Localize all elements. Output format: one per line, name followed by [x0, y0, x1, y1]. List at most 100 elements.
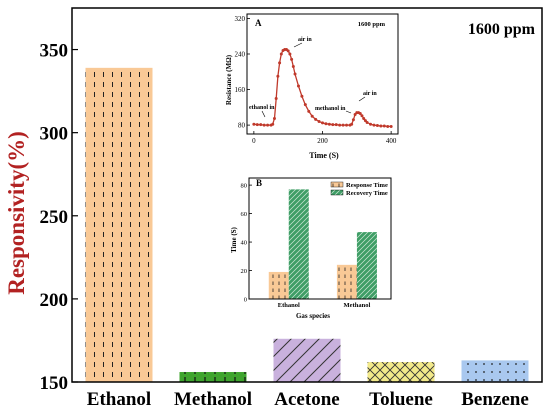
resistance-point: [324, 122, 328, 126]
resistance-point: [262, 123, 266, 127]
resistance-point: [321, 121, 324, 125]
resistance-point: [272, 116, 276, 120]
main-x-axis-labels: Ethanol Methanol Acetone Toluene Benzene: [87, 389, 529, 410]
legend-label-response: Response Time: [346, 182, 388, 189]
resistance-point: [291, 64, 295, 68]
resistance-point: [300, 94, 304, 98]
resistance-point: [286, 49, 290, 53]
main-plot-frame: [71, 7, 543, 383]
inset-a-y-label: Resistance (MΩ): [225, 54, 233, 105]
x-tick-label-toluene: Toluene: [369, 389, 433, 410]
resistance-point: [341, 123, 345, 127]
legend-label-recovery: Recovery Time: [346, 190, 388, 197]
inset-b-bar-methanol-response: [336, 264, 357, 299]
inset-b-y-label: Time (S): [230, 226, 238, 252]
resistance-point: [278, 61, 282, 65]
annotation-methanol-in: methanol in: [315, 106, 346, 112]
arrow-methanol-in: [345, 110, 352, 114]
inset-a-panel-label: A: [255, 18, 262, 28]
main-y-axis-label: Responsivity(%): [4, 131, 29, 295]
resistance-point: [255, 123, 259, 127]
resistance-point: [358, 112, 362, 116]
inset-a-x-label: Time (S): [309, 151, 339, 160]
resistance-point: [279, 52, 283, 56]
y-tick-label-150: 150: [40, 373, 69, 394]
resistance-point: [252, 122, 256, 126]
inset-a-y-tick-label-240: 240: [235, 51, 246, 59]
y-tick-label-200: 200: [40, 290, 69, 311]
annotation-ethanol-in: ethanol in: [249, 105, 275, 111]
resistance-point: [360, 114, 364, 118]
bar-toluene: [367, 362, 435, 382]
resistance-point: [303, 103, 307, 107]
y-tick-label-300: 300: [40, 124, 69, 145]
resistance-point: [314, 117, 318, 121]
resistance-point: [290, 57, 294, 61]
resistance-point: [345, 123, 349, 127]
bar-benzene: [461, 360, 529, 382]
inset-a-y-tick-label-320: 320: [235, 15, 246, 23]
resistance-point: [382, 124, 386, 128]
resistance-point: [276, 74, 280, 78]
legend-swatch-recovery: [330, 189, 344, 196]
resistance-point: [379, 124, 383, 128]
inset-b-bars: Ethanol Methanol: [268, 189, 377, 309]
resistance-point: [365, 120, 369, 124]
inset-a-x-tick-label-0: 0: [252, 137, 256, 145]
inset-b-bar-ethanol-response: [268, 271, 289, 299]
resistance-point: [389, 124, 393, 128]
legend-swatch-response: [330, 181, 344, 188]
resistance-point: [274, 96, 278, 100]
resistance-point: [372, 123, 376, 127]
inset-b-y-tick-label-60: 60: [241, 211, 248, 218]
inset-a-y-tick-label-160: 160: [235, 86, 246, 94]
main-y-axis-ticks: 150 200 250 300 350: [40, 41, 78, 394]
arrow-air-in-1: [293, 42, 303, 48]
resistance-point: [317, 120, 321, 124]
bar-acetone: [273, 338, 341, 382]
inset-a-concentration: 1600 ppm: [358, 21, 386, 28]
arrow-ethanol-in: [261, 110, 266, 118]
inset-b-x-label: Gas species: [296, 312, 330, 320]
x-tick-label-acetone: Acetone: [274, 389, 339, 410]
resistance-point: [307, 109, 311, 113]
inset-b-x-tick-label-methanol: Methanol: [344, 302, 371, 309]
resistance-point: [386, 124, 390, 128]
resistance-point: [334, 123, 338, 127]
inset-a-frame: [246, 13, 399, 135]
bar-ethanol: [85, 67, 153, 382]
resistance-point: [369, 122, 373, 126]
resistance-point: [296, 84, 300, 88]
resistance-point: [266, 123, 270, 127]
inset-b-y-tick-label-0: 0: [244, 297, 247, 304]
concentration-label: 1600 ppm: [468, 21, 536, 38]
resistance-point: [375, 124, 379, 128]
inset-a-x-tick-label-400: 400: [386, 137, 397, 145]
resistance-markers: [252, 48, 393, 128]
inset-b-y-tick-label-40: 40: [241, 240, 248, 247]
inset-b-bar-ethanol-recovery: [288, 189, 309, 299]
x-tick-label-ethanol: Ethanol: [87, 389, 151, 410]
resistance-point: [338, 123, 342, 127]
inset-b-y-tick-label-20: 20: [241, 268, 248, 275]
resistance-point: [351, 118, 355, 122]
resistance-point: [310, 114, 314, 118]
inset-b-frame: [248, 177, 392, 300]
inset-b-bar-methanol-recovery: [356, 232, 377, 299]
resistance-point: [327, 122, 331, 126]
inset-a-background: [225, 12, 401, 152]
resistance-point: [271, 122, 275, 126]
main-bars: [85, 67, 529, 382]
inset-a-y-tick-label-80: 80: [238, 122, 246, 130]
arrow-air-in-2: [358, 96, 366, 102]
inset-b-x-tick-label-ethanol: Ethanol: [278, 302, 300, 309]
annotation-air-in-1: air in: [298, 37, 312, 43]
resistance-point: [331, 123, 335, 127]
resistance-point: [350, 122, 354, 126]
annotation-air-in-2: air in: [363, 91, 377, 97]
y-tick-label-350: 350: [40, 41, 69, 62]
x-tick-label-benzene: Benzene: [461, 389, 529, 410]
resistance-point: [362, 116, 366, 120]
